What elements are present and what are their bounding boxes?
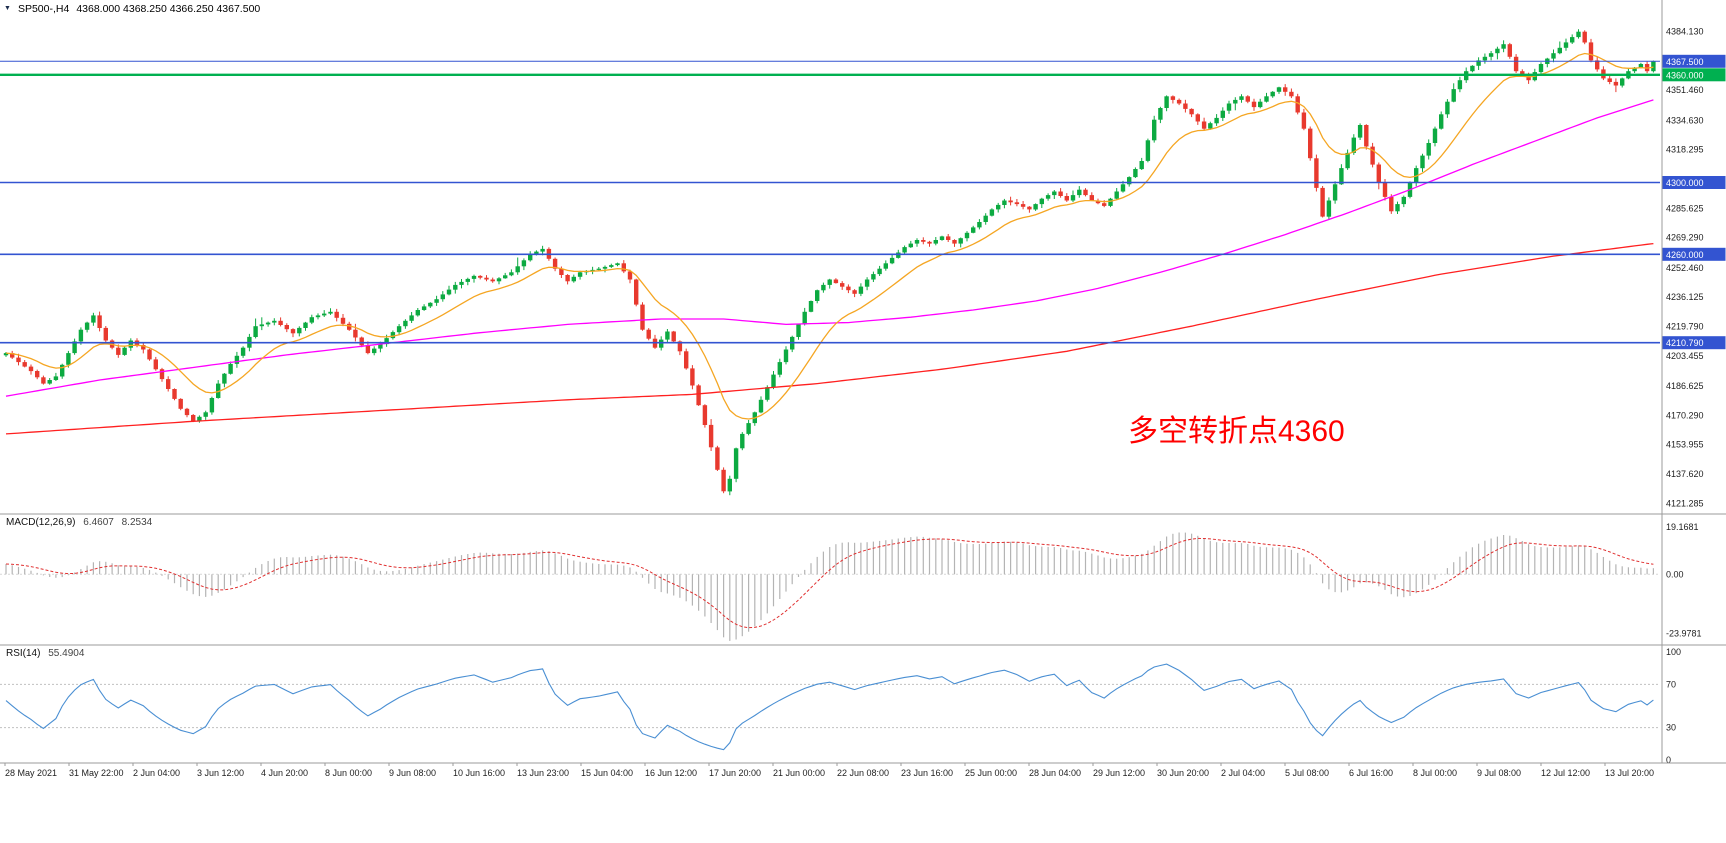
level-4300-badge (1662, 176, 1726, 189)
ma-slow-line (5, 242, 1654, 435)
time-axis-label: 28 Jun 04:00 (1029, 768, 1081, 778)
macd-main-value: 6.4607 (83, 517, 114, 528)
time-axis-label: 31 May 22:00 (69, 768, 124, 778)
time-axis-label: 21 Jun 00:00 (773, 768, 825, 778)
price-axis-label: 4236.125 (1666, 292, 1704, 302)
price-axis-label: 4153.955 (1666, 440, 1704, 450)
time-axis-label: 8 Jul 00:00 (1413, 768, 1457, 778)
time-axis-label: 2 Jul 04:00 (1221, 768, 1265, 778)
time-axis-label: 9 Jun 08:00 (389, 768, 436, 778)
price-axis-label: 4351.460 (1666, 85, 1704, 95)
price-axis: 4384.130 4351.460 4334.630 4318.295 4285.625… (1662, 26, 1726, 508)
rsi-axis-label: 0 (1666, 755, 1671, 765)
annotation-text: 多空转折点4360 (1128, 415, 1345, 448)
ma-fast-line (5, 52, 1654, 420)
level-4260-badge (1662, 247, 1726, 261)
price-axis-label: 4334.630 (1666, 115, 1704, 125)
time-axis-label: 2 Jun 04:00 (133, 768, 180, 778)
price-axis-label: 4285.625 (1666, 203, 1704, 213)
level-4210-badge (1662, 336, 1726, 350)
svg-text:4300.000: 4300.000 (1666, 178, 1704, 188)
time-axis-label: 29 Jun 12:00 (1093, 768, 1145, 778)
time-axis-label: 15 Jun 04:00 (581, 768, 633, 778)
time-axis-label: 25 Jun 00:00 (965, 768, 1017, 778)
current-price-badge (1662, 54, 1726, 68)
price-axis-label: 4252.460 (1666, 263, 1704, 273)
time-axis-label: 12 Jul 12:00 (1541, 768, 1590, 778)
rsi-value: 55.4904 (48, 648, 85, 659)
svg-text:4260.000: 4260.000 (1666, 250, 1704, 260)
svg-text:4360.000: 4360.000 (1666, 70, 1704, 80)
price-axis-label: 4121.285 (1666, 498, 1704, 508)
rsi-axis-label: 70 (1666, 679, 1676, 689)
rsi-indicator-label: RSI(14) 55.4904 (6, 648, 84, 659)
time-axis-label: 30 Jun 20:00 (1157, 768, 1209, 778)
collapse-ohlc-icon[interactable]: ▼ (4, 5, 11, 12)
price-axis-label: 4219.790 (1666, 322, 1704, 332)
time-axis-label: 4 Jun 20:00 (261, 768, 308, 778)
ma-mid-line (5, 99, 1654, 397)
macd-panel: 19.1681 0.00 -23.9781 (0, 522, 1702, 641)
time-axis-label: 17 Jun 20:00 (709, 768, 761, 778)
macd-indicator-label: MACD(12,26,9) 6.4607 8.2534 (6, 517, 152, 528)
time-axis-label: 22 Jun 08:00 (837, 768, 889, 778)
time-axis-label: 13 Jul 20:00 (1605, 768, 1654, 778)
rsi-panel: 100 70 30 0 (0, 647, 1681, 765)
macd-name: MACD(12,26,9) (6, 517, 76, 528)
panel-separators (0, 0, 1726, 764)
time-axis-label: 5 Jul 08:00 (1285, 768, 1329, 778)
time-axis-label: 8 Jun 00:00 (325, 768, 372, 778)
price-axis-label: 4170.290 (1666, 410, 1704, 420)
rsi-axis-label: 100 (1666, 647, 1681, 657)
macd-axis-label: -23.9781 (1666, 629, 1702, 639)
rsi-name: RSI(14) (6, 648, 41, 659)
time-axis-label: 9 Jul 08:00 (1477, 768, 1521, 778)
symbol-timeframe-label: SP500-,H4 (17, 3, 70, 15)
macd-axis-label: 19.1681 (1666, 522, 1699, 532)
candlesticks (3, 29, 1656, 496)
price-axis-label: 4186.625 (1666, 381, 1704, 391)
time-axis-label: 3 Jun 12:00 (197, 768, 244, 778)
moving-average-lines (5, 52, 1654, 435)
macd-signal-value: 8.2534 (121, 517, 153, 528)
macd-axis-label: 0.00 (1666, 569, 1684, 579)
macd-signal-line (5, 537, 1654, 629)
price-axis-label: 4384.130 (1666, 26, 1704, 36)
level-4360-badge (1662, 68, 1726, 82)
time-axis-label: 16 Jun 12:00 (645, 768, 697, 778)
time-axis-label: 6 Jul 16:00 (1349, 768, 1393, 778)
price-axis-label: 4203.455 (1666, 351, 1704, 361)
price-axis-label: 4269.290 (1666, 233, 1704, 243)
price-axis-label: 4137.620 (1666, 469, 1704, 479)
time-axis-label: 13 Jun 23:00 (517, 768, 569, 778)
time-axis-label: 23 Jun 16:00 (901, 768, 953, 778)
rsi-axis-label: 30 (1666, 723, 1676, 733)
time-axis-label: 10 Jun 16:00 (453, 768, 505, 778)
price-axis-label: 4318.295 (1666, 145, 1704, 155)
rsi-line (5, 663, 1654, 751)
ohlc-values: 4368.000 4368.250 4366.250 4367.500 (76, 3, 261, 15)
chart-header: ▼ SP500-,H4 4368.000 4368.250 4366.250 4… (4, 3, 260, 15)
price-level-lines[interactable] (0, 60, 1660, 344)
time-axis: 28 May 2021 31 May 22:00 2 Jun 04:00 3 Jun … (4, 763, 1654, 778)
time-axis-label: 28 May 2021 (5, 768, 57, 778)
svg-text:4367.500: 4367.500 (1666, 57, 1704, 67)
svg-text:4210.790: 4210.790 (1666, 338, 1704, 348)
